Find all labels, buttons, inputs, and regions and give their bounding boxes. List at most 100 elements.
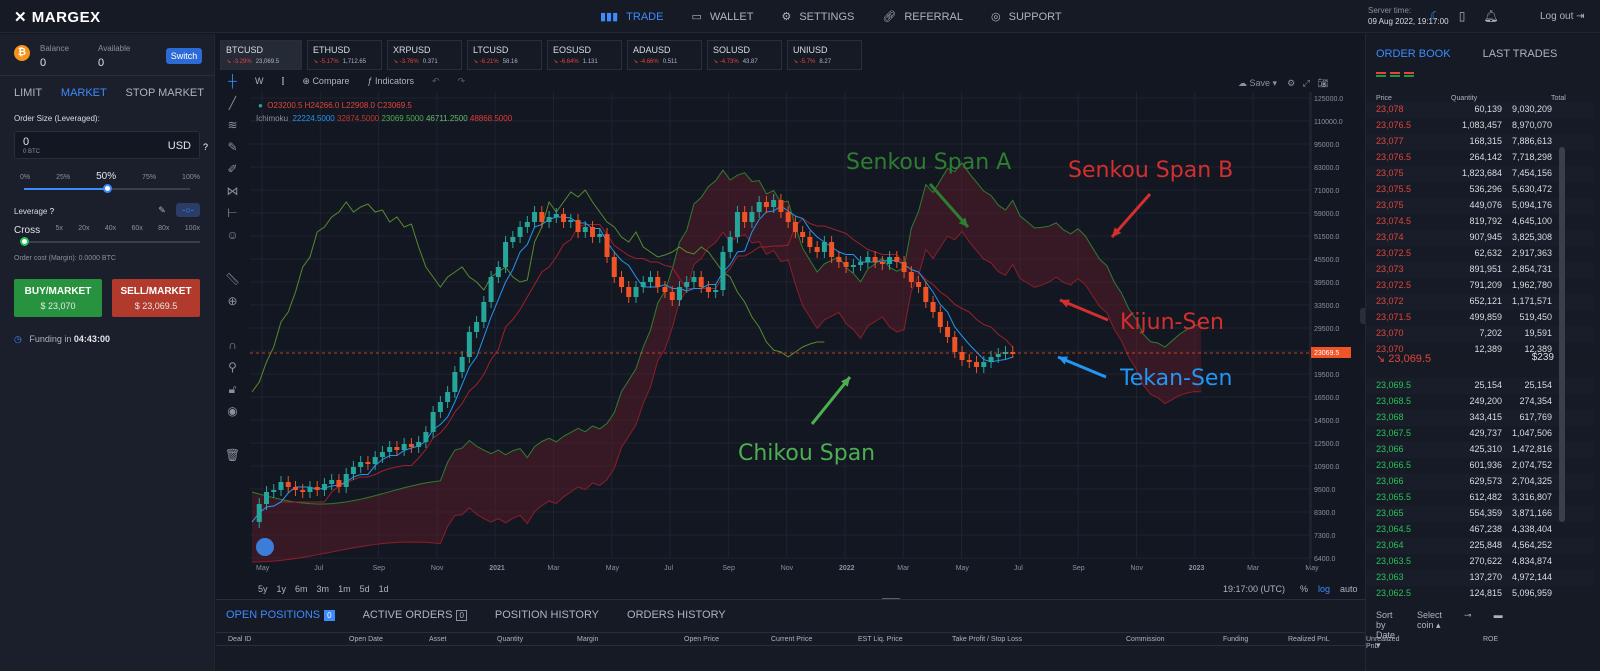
redo-icon[interactable]: ↷ (457, 76, 466, 86)
lev-20x[interactable]: 20x (78, 225, 90, 232)
logout-button[interactable]: Log out ⇥ (1540, 11, 1585, 22)
pct-75[interactable]: 75% (142, 174, 157, 181)
order-book-scrollbar[interactable] (1559, 147, 1565, 522)
bell-icon[interactable]: 🔔︎ (1483, 9, 1499, 23)
pct-100[interactable]: 100% (182, 174, 200, 181)
order-book-row[interactable]: 23,069.5 25,154 25,154 (1366, 378, 1594, 394)
book-asks-icon[interactable] (1390, 72, 1400, 77)
nav-settings[interactable]: ⚙ SETTINGS (781, 10, 855, 24)
crosshair-icon[interactable]: ┼ (228, 74, 237, 88)
order-book-row[interactable]: 23,064.5 467,238 4,338,404 (1366, 522, 1594, 538)
order-book-row[interactable]: 23,076.5 264,142 7,718,298 (1366, 150, 1594, 166)
pattern-icon[interactable]: ⋈ (226, 184, 239, 198)
tab-stop-market[interactable]: STOP MARKET (125, 87, 204, 99)
book-bids-icon[interactable] (1404, 72, 1414, 77)
order-book-row[interactable]: 23,067.5 429,737 1,047,506 (1366, 426, 1594, 442)
lev-100x[interactable]: 100x (184, 225, 200, 232)
coin-select[interactable]: Select coin ▴ (1417, 610, 1443, 630)
order-size-input[interactable]: 0 0 BTC USD (14, 131, 200, 159)
range-1y[interactable]: 1y (276, 584, 287, 594)
fullscreen-icon[interactable]: ⤢ (1302, 78, 1310, 88)
order-book-row[interactable]: 23,066 629,573 2,704,325 (1366, 474, 1594, 490)
ticker-tab-ethusd[interactable]: ETHUSD ↘ -5.17% 1,712.65 (307, 40, 382, 70)
order-book-row[interactable]: 23,074.5 819,792 4,645,100 (1366, 214, 1594, 230)
edit-icon[interactable]: ✎ (158, 205, 166, 215)
slider-mode-icon[interactable]: -○- (176, 203, 200, 217)
range-1m[interactable]: 1m (338, 584, 351, 594)
range-1d[interactable]: 1d (378, 584, 389, 594)
candle-type-icon[interactable]: ⫿ (281, 76, 285, 86)
tab-order-book[interactable]: ORDER BOOK (1376, 48, 1451, 60)
book-both-icon[interactable] (1376, 72, 1386, 77)
zoom-icon[interactable]: ⊕ (227, 294, 238, 308)
leverage-mode[interactable]: Cross (14, 225, 41, 236)
interval-button[interactable]: W (255, 76, 264, 86)
ticker-tab-adausd[interactable]: ADAUSD ↘ -4.66% 0.511 (627, 40, 702, 70)
lev-80x[interactable]: 80x (158, 225, 170, 232)
order-book-row[interactable]: 23,075 449,076 5,094,176 (1366, 198, 1594, 214)
order-book-row[interactable]: 23,078 60,139 9,030,209 (1366, 102, 1594, 118)
ticker-tab-solusd[interactable]: SOLUSD ↘ -4.73% 43.87 (707, 40, 782, 70)
pin-icon[interactable]: ⊸ (1464, 610, 1472, 620)
margex-logo[interactable]: ✕ MARGEX (14, 9, 101, 26)
nav-trade[interactable]: ▮▮▮ TRADE (600, 10, 664, 24)
order-book-row[interactable]: 23,070 12,389 12,389 (1366, 342, 1594, 358)
compare-button[interactable]: ⊕ Compare (302, 76, 350, 86)
order-book-row[interactable]: 23,063 137,270 4,972,144 (1366, 570, 1594, 586)
order-book-row[interactable]: 23,066.5 601,936 2,074,752 (1366, 458, 1594, 474)
lev-40x[interactable]: 40x (104, 225, 117, 232)
undo-icon[interactable]: ↶ (432, 76, 440, 86)
tab-active-orders[interactable]: ACTIVE ORDERS 0 (363, 609, 467, 621)
nav-support[interactable]: ◎ SUPPORT (991, 10, 1062, 24)
size-slider[interactable] (24, 184, 190, 193)
order-book-row[interactable]: 23,072.5 791,209 1,962,780 (1366, 278, 1594, 294)
range-6m[interactable]: 6m (295, 584, 308, 594)
auto-scale-button[interactable]: auto (1340, 584, 1358, 594)
order-book-row[interactable]: 23,064 225,848 4,564,252 (1366, 538, 1594, 554)
order-book-row[interactable]: 23,065.5 612,482 3,316,807 (1366, 490, 1594, 506)
pct-25[interactable]: 25% (56, 174, 71, 181)
tab-open-positions[interactable]: OPEN POSITIONS 0 (226, 609, 335, 621)
emoji-icon[interactable]: ☺ (226, 228, 239, 242)
order-book-row[interactable]: 23,072.5 62,632 2,917,363 (1366, 246, 1594, 262)
range-5y[interactable]: 5y (258, 584, 268, 594)
order-book-row[interactable]: 23,070 7,202 19,591 (1366, 326, 1594, 342)
ticker-tab-ltcusd[interactable]: LTCUSD ↘ -6.21% 58.16 (467, 40, 542, 70)
order-book-row[interactable]: 23,071.5 499,859 519,450 (1366, 310, 1594, 326)
save-button[interactable]: ☁ Save ▾ ⚙ ⤢ 📷︎ (1238, 78, 1329, 88)
line-tool-icon[interactable]: ╱ (228, 96, 237, 110)
nav-referral[interactable]: 🔗︎ REFERRAL (882, 10, 964, 24)
tab-orders-history[interactable]: ORDERS HISTORY (627, 609, 726, 621)
pct-0[interactable]: 0% (20, 174, 31, 181)
sell-market-button[interactable]: SELL/MARKET $ 23,069.5 (112, 279, 200, 317)
ticker-tab-xrpusd[interactable]: XRPUSD ↘ -3.76% 0.371 (387, 40, 462, 70)
eye-icon[interactable]: ◉ (227, 404, 238, 418)
trash-icon[interactable]: 🗑︎ (224, 448, 241, 462)
lock-icon[interactable]: 🔓︎ (228, 382, 237, 396)
tab-limit[interactable]: LIMIT (14, 87, 43, 99)
ticker-tab-btcusd[interactable]: BTCUSD ↘ -3.29% 23,069.5 (220, 40, 302, 70)
nav-wallet[interactable]: ▭ WALLET (691, 10, 754, 24)
order-book-row[interactable]: 23,063.5 270,622 4,834,874 (1366, 554, 1594, 570)
moon-icon[interactable]: ☾ (1430, 9, 1441, 23)
order-book-row[interactable]: 23,068 343,415 617,769 (1366, 410, 1594, 426)
tab-last-trades[interactable]: LAST TRADES (1482, 48, 1558, 60)
magnet-icon[interactable]: ∩ (228, 338, 237, 352)
range-3m[interactable]: 3m (316, 584, 330, 594)
log-scale-button[interactable]: log (1318, 584, 1331, 594)
buy-market-button[interactable]: BUY/MARKET $ 23,070 (14, 279, 102, 317)
switch-button[interactable]: Switch (166, 48, 202, 64)
order-book-row[interactable]: 23,072 652,121 1,171,571 (1366, 294, 1594, 310)
phone-icon[interactable]: ▯ (1458, 9, 1466, 23)
percent-scale-button[interactable]: % (1300, 584, 1309, 594)
utc-clock[interactable]: 19:17:00 (UTC) (1223, 584, 1286, 594)
pen-icon[interactable]: ✐ (227, 162, 238, 176)
order-book-row[interactable]: 23,075 1,823,684 7,454,156 (1366, 166, 1594, 182)
price-chart[interactable]: 125000.0 110000.0 95000.0 83000.0 71000.0 590… (220, 72, 1360, 598)
ticker-tab-eosusd[interactable]: EOSUSD ↘ -6.64% 1.131 (547, 40, 622, 70)
size-slider-handle[interactable] (103, 184, 112, 193)
order-book-row[interactable]: 23,073 891,951 2,854,731 (1366, 262, 1594, 278)
ruler-icon[interactable]: 📏︎ (224, 272, 241, 286)
lev-5x[interactable]: 5x (55, 225, 63, 232)
lock-drawing-icon[interactable]: ⚲ (228, 360, 237, 374)
